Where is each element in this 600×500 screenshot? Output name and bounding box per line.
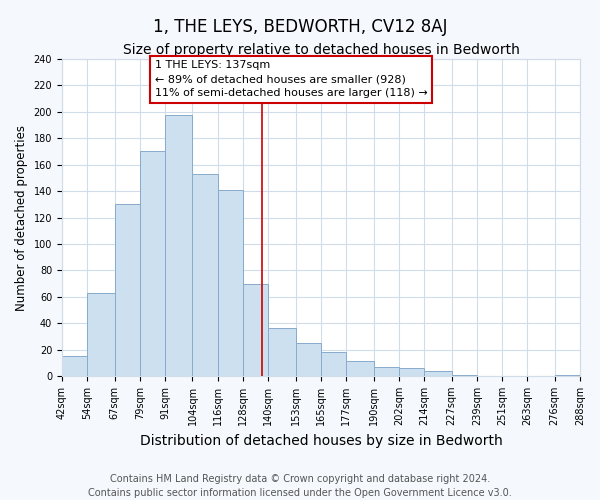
Bar [193,174,218,376]
Bar [268,328,296,376]
X-axis label: Distribution of detached houses by size in Bedworth: Distribution of detached houses by size … [140,434,502,448]
Bar [346,362,374,376]
Bar [374,366,399,376]
Bar [140,152,165,376]
Bar [321,352,346,376]
Bar [296,343,321,376]
Bar [62,356,87,376]
Text: Contains HM Land Registry data © Crown copyright and database right 2024.
Contai: Contains HM Land Registry data © Crown c… [88,474,512,498]
Bar [218,190,243,376]
Bar [87,293,115,376]
Text: 1 THE LEYS: 137sqm
← 89% of detached houses are smaller (928)
11% of semi-detach: 1 THE LEYS: 137sqm ← 89% of detached hou… [155,60,427,98]
Bar [399,368,424,376]
Bar [424,370,452,376]
Bar [452,374,477,376]
Y-axis label: Number of detached properties: Number of detached properties [15,124,28,310]
Bar [165,114,193,376]
Bar [555,374,580,376]
Bar [115,204,140,376]
Text: 1, THE LEYS, BEDWORTH, CV12 8AJ: 1, THE LEYS, BEDWORTH, CV12 8AJ [153,18,447,36]
Bar [243,284,268,376]
Title: Size of property relative to detached houses in Bedworth: Size of property relative to detached ho… [122,42,520,56]
